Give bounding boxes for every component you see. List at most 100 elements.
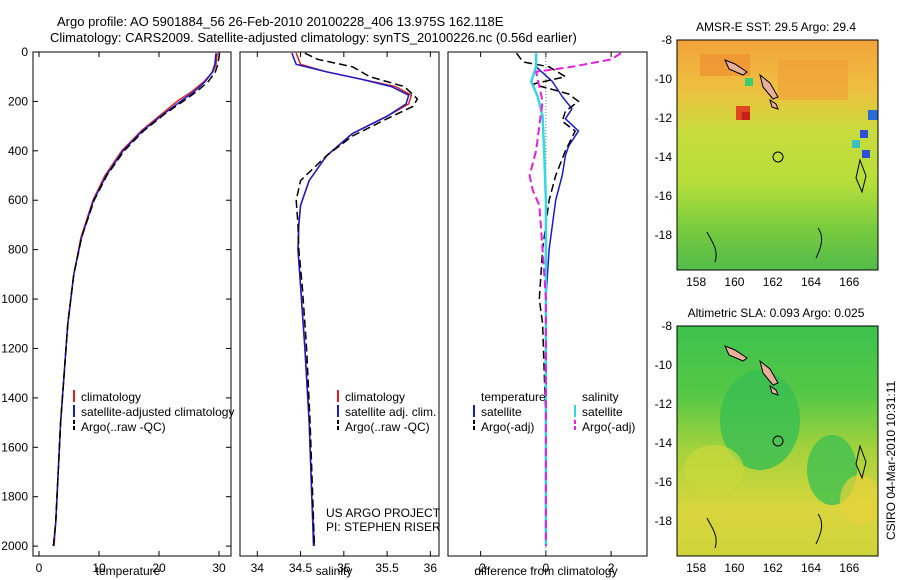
x-tick-label: 10: [92, 561, 106, 575]
salinity-legend: climatology satellite adj. clim. Argo(..…: [326, 390, 441, 534]
y-tick-label: 1200: [1, 341, 28, 355]
x-tick-label: 34.5: [289, 561, 313, 575]
tick-layer: 0 10 20 30 0 200 400 600 800 1000 1200 1400 1600 1800…: [1, 33, 859, 575]
legend-argo: Argo(..raw -QC): [345, 420, 430, 434]
island-shape: [759, 73, 779, 100]
y-tick-label: 1400: [1, 391, 28, 405]
map-x-tick-label: 160: [724, 561, 744, 575]
map-y-tick-label: -12: [655, 111, 673, 125]
header-line1: Argo profile: AO 5901884_56 26-Feb-2010 …: [57, 14, 504, 29]
sst-map-title: AMSR-E SST: 29.5 Argo: 29.4: [696, 20, 856, 34]
island-shape: [724, 345, 748, 362]
sst-cold-pixel: [745, 78, 753, 86]
sst-warm-patch: [778, 60, 848, 100]
temperature-argo-line: [52, 53, 221, 547]
legend-t-satellite: satellite: [481, 405, 522, 419]
difference-legend: temperature satellite Argo(-adj) salinit…: [473, 390, 635, 434]
salinity-climatology-line: [295, 52, 413, 547]
coastline: [706, 158, 867, 263]
difference-s-satellite-line: [529, 53, 548, 547]
map-x-tick-label: 158: [686, 275, 706, 289]
salinity-panel: [239, 51, 440, 557]
legend-argo: Argo(..raw -QC): [81, 420, 166, 434]
pi-text: PI: STEPHEN RISER: [326, 520, 441, 534]
map-y-tick-label: -14: [655, 150, 673, 164]
temperature-climatology-line: [53, 53, 218, 547]
map-y-tick-label: -8: [661, 33, 672, 47]
x-tick-label: 0: [36, 561, 43, 575]
y-tick-label: 0: [21, 45, 28, 59]
map-y-tick-label: -14: [655, 436, 673, 450]
header-line2: Climatology: CARS2009. Satellite-adjuste…: [50, 30, 577, 45]
sla-argo-marker: [772, 435, 784, 447]
sst-cold-pixel: [868, 110, 878, 120]
island-shape: [759, 359, 779, 386]
project-text: US ARGO PROJECT: [326, 506, 441, 520]
y-tick-label: 600: [8, 193, 28, 207]
series-layer: [52, 52, 622, 556]
x-tick-label: 20: [152, 561, 166, 575]
map-y-tick-label: -18: [655, 228, 673, 242]
map-x-tick-label: 166: [839, 561, 859, 575]
y-tick-label: 1800: [1, 490, 28, 504]
x-tick-label: 34: [251, 561, 265, 575]
x-tick-label: 36: [424, 561, 438, 575]
difference-t-argo-line: [515, 52, 580, 547]
y-tick-label: 400: [8, 144, 28, 158]
difference-panel: [447, 51, 648, 557]
coastline: [706, 444, 867, 549]
map-x-tick-label: 164: [801, 561, 821, 575]
sla-high-patch: [840, 475, 878, 525]
sst-cold-pixel: [860, 130, 868, 138]
salinity-argo-line: [295, 52, 419, 547]
map-x-tick-label: 160: [724, 275, 744, 289]
y-tick-label: 1600: [1, 440, 28, 454]
legend-temperature-heading: temperature: [481, 390, 546, 404]
salinity-satellite-line: [291, 52, 410, 547]
map-y-tick-label: -16: [655, 189, 673, 203]
map-y-tick-label: -12: [655, 397, 673, 411]
temperature-xlabel: temperature: [96, 564, 161, 578]
island-shape: [769, 98, 779, 110]
difference-xlabel: difference from climatology: [474, 564, 617, 578]
sla-map-frame: [676, 325, 879, 557]
sst-map-frame: [676, 39, 879, 271]
x-tick-label: 30: [212, 561, 226, 575]
sst-cold-pixel: [862, 150, 870, 158]
y-tick-label: 200: [8, 94, 28, 108]
map-y-tick-label: -10: [655, 358, 673, 372]
legend-salinity-heading: salinity: [582, 390, 619, 404]
sla-map-image: [677, 326, 878, 556]
island-shape: [724, 59, 748, 76]
map-x-tick-label: 162: [763, 561, 783, 575]
temperature-legend: climatology satellite-adjusted climatolo…: [73, 390, 234, 434]
map-x-tick-label: 162: [763, 275, 783, 289]
map-y-tick-label: -10: [655, 72, 673, 86]
sla-map-title: Altimetric SLA: 0.093 Argo: 0.025: [688, 306, 865, 320]
y-tick-label: 1000: [1, 292, 28, 306]
map-x-tick-label: 166: [839, 275, 859, 289]
salinity-xlabel: salinity: [316, 564, 353, 578]
timestamp: CSIRO 04-Mar-2010 10:31:11: [884, 380, 898, 540]
map-x-tick-label: 164: [801, 275, 821, 289]
legend-satellite: satellite-adjusted climatology: [81, 405, 234, 419]
legend-climatology: climatology: [81, 390, 141, 404]
sst-argo-marker: [772, 151, 784, 163]
sla-high-patch: [684, 445, 744, 495]
x-tick-label: 35: [337, 561, 351, 575]
map-y-tick-label: -8: [661, 319, 672, 333]
sst-map-image: [677, 40, 878, 270]
legend-s-satellite: satellite: [582, 405, 623, 419]
map-y-tick-label: -16: [655, 475, 673, 489]
sla-low-patch: [720, 370, 800, 470]
legend-t-argo: Argo(-adj): [481, 420, 534, 434]
y-tick-label: 800: [8, 243, 28, 257]
y-tick-label: 2000: [1, 539, 28, 553]
map-x-tick-label: 158: [686, 561, 706, 575]
sst-cold-pixel: [852, 140, 860, 148]
legend-satellite: satellite adj. clim.: [345, 405, 436, 419]
sst-hot-pixel: [742, 112, 750, 120]
x-tick-label: 2: [608, 561, 615, 575]
x-tick-label: 35.5: [375, 561, 399, 575]
